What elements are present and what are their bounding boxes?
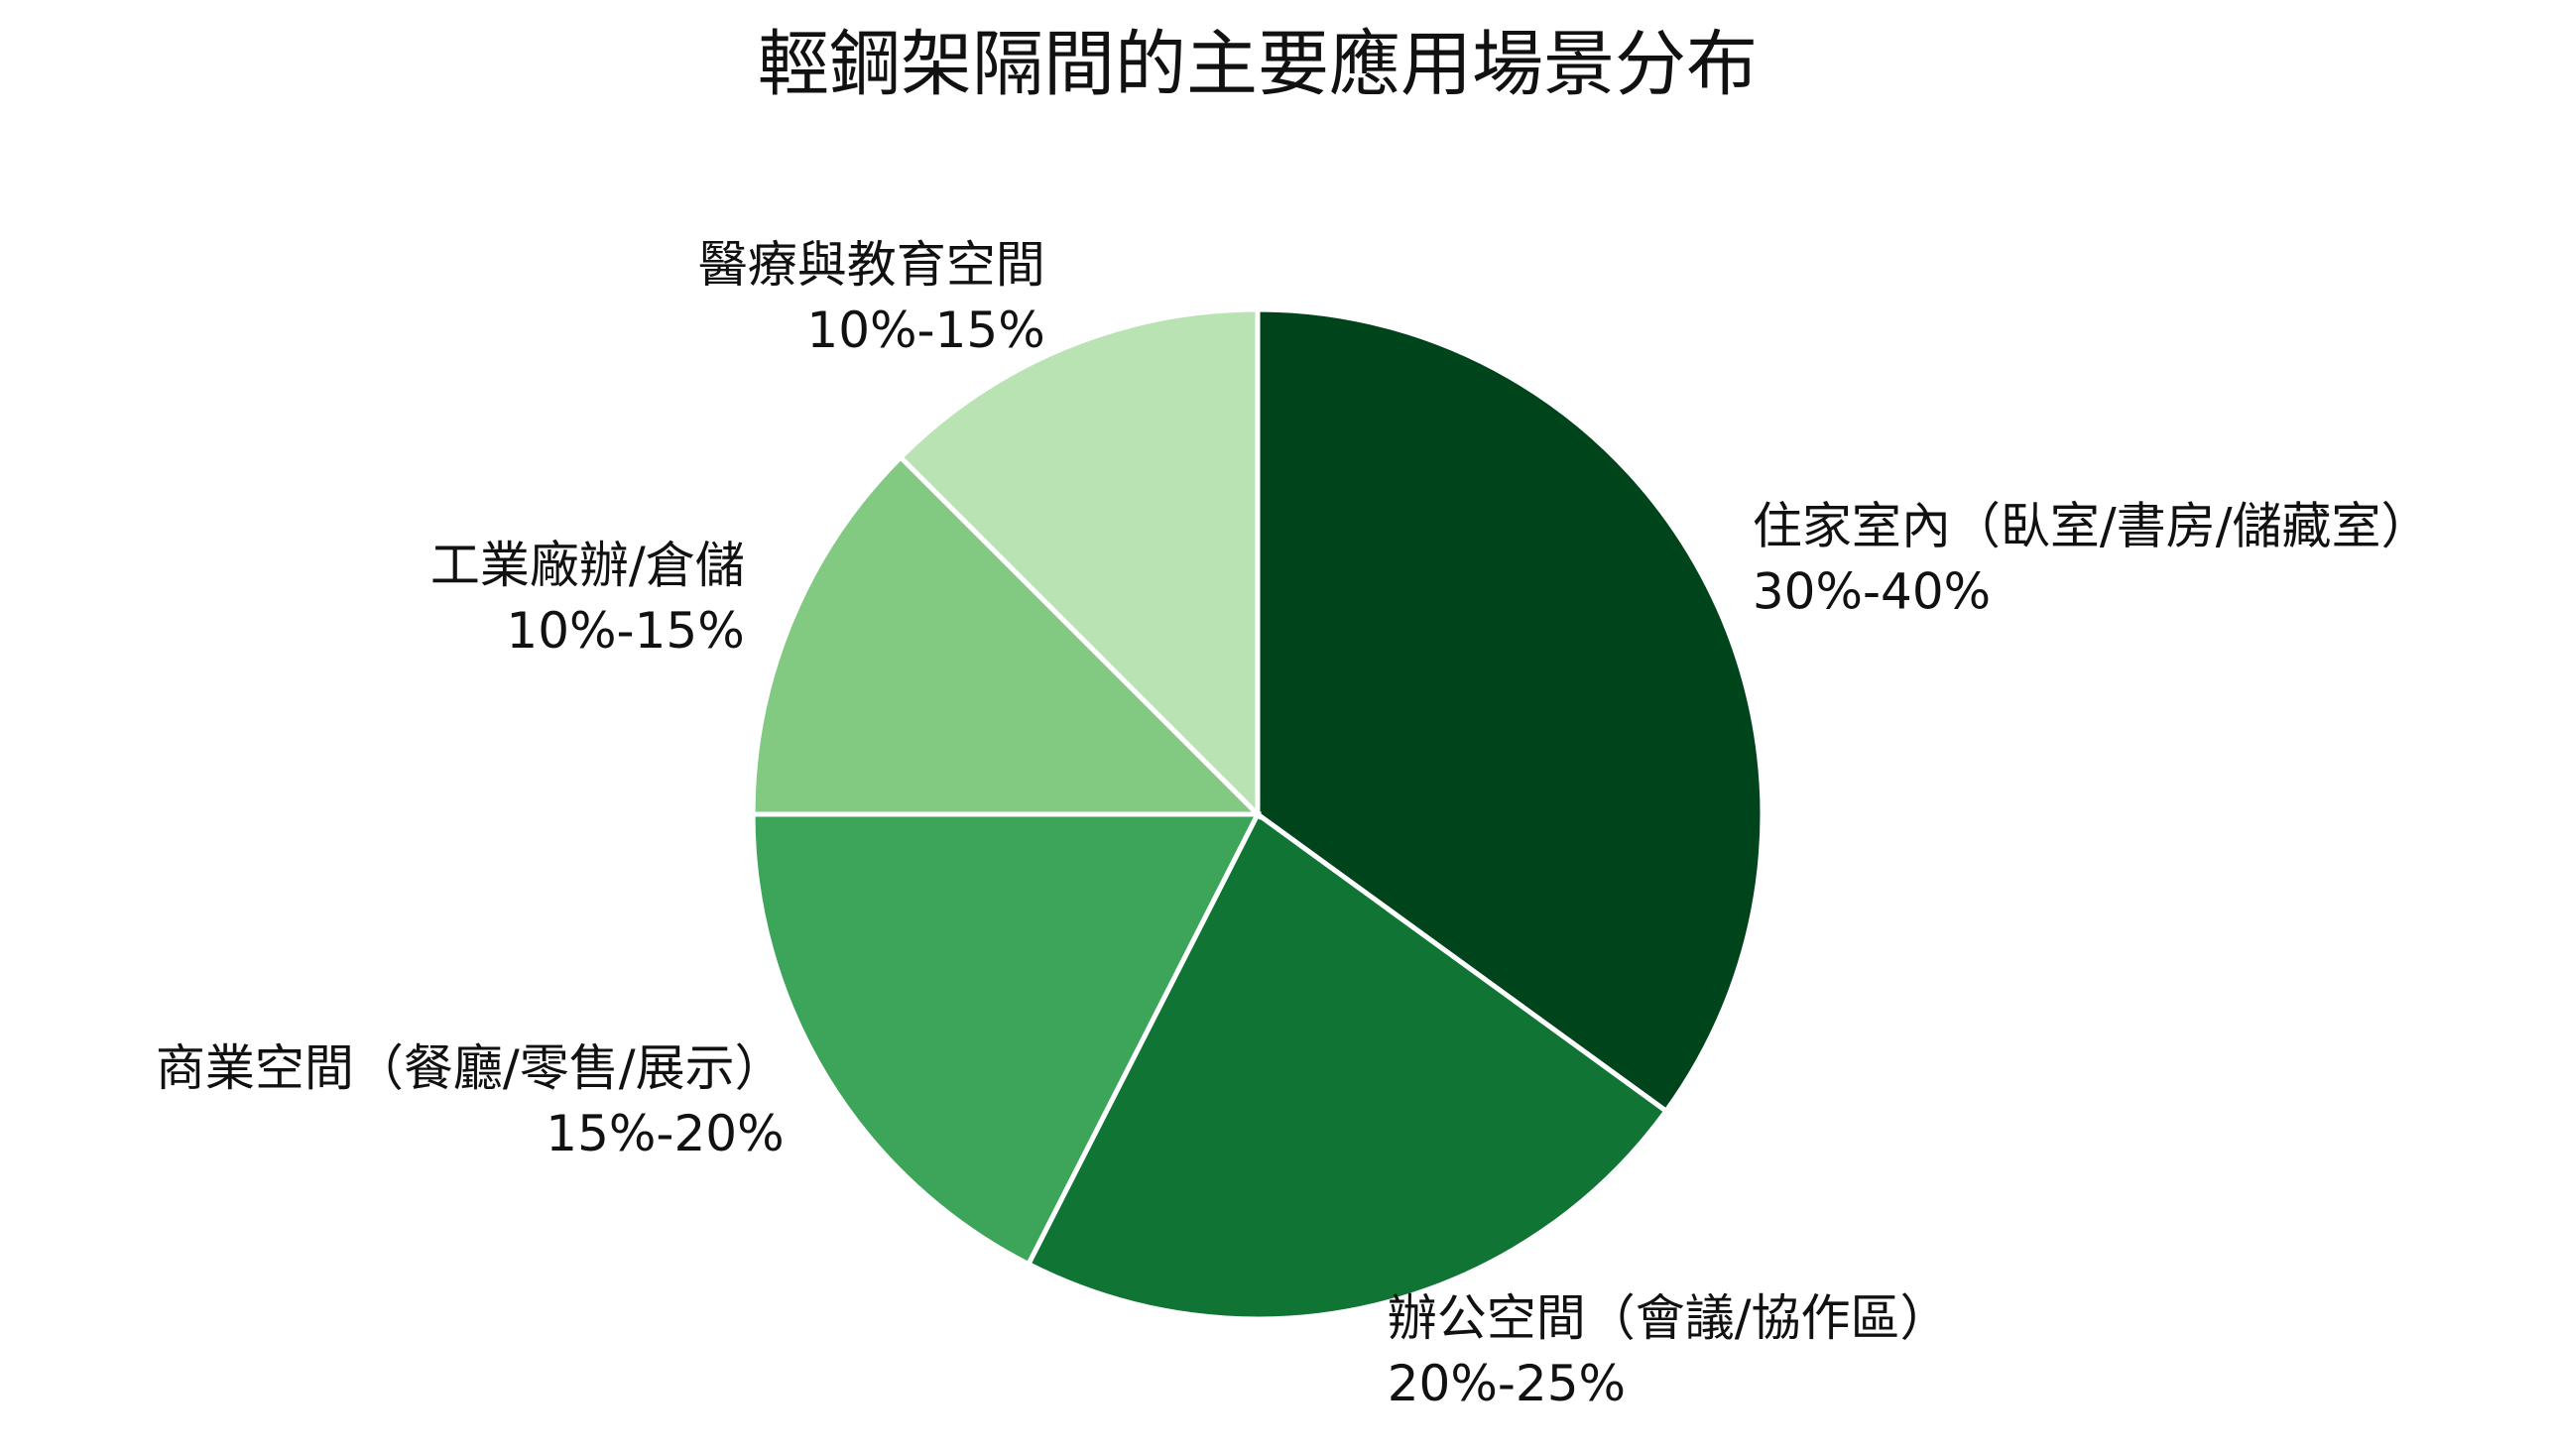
slice-label: 醫療與教育空間 <box>698 236 1045 294</box>
value-label: 20%-25% <box>1388 1355 1626 1412</box>
pie-slice <box>750 453 1265 817</box>
slice-label: 商業空間（餐廳/零售/展示） <box>156 1039 785 1097</box>
pie-slice <box>750 811 1263 1268</box>
slice-label: 工業廠辦/倉儲 <box>430 537 745 594</box>
value-label: 10%-15% <box>806 302 1044 359</box>
chart-title: 輕鋼架隔間的主要應用場景分布 <box>758 23 1758 106</box>
value-label: 30%-40% <box>1753 562 1991 620</box>
pie-slice <box>1025 810 1670 1322</box>
pie-slice <box>897 306 1261 821</box>
value-label: 10%-15% <box>506 602 744 660</box>
value-label: 15%-20% <box>546 1105 784 1162</box>
slice-label: 住家室內（臥室/書房/儲藏室） <box>1753 497 2431 554</box>
slice-label: 辦公空間（會議/協作區） <box>1388 1289 1950 1347</box>
pie-slice <box>1255 306 1765 1115</box>
